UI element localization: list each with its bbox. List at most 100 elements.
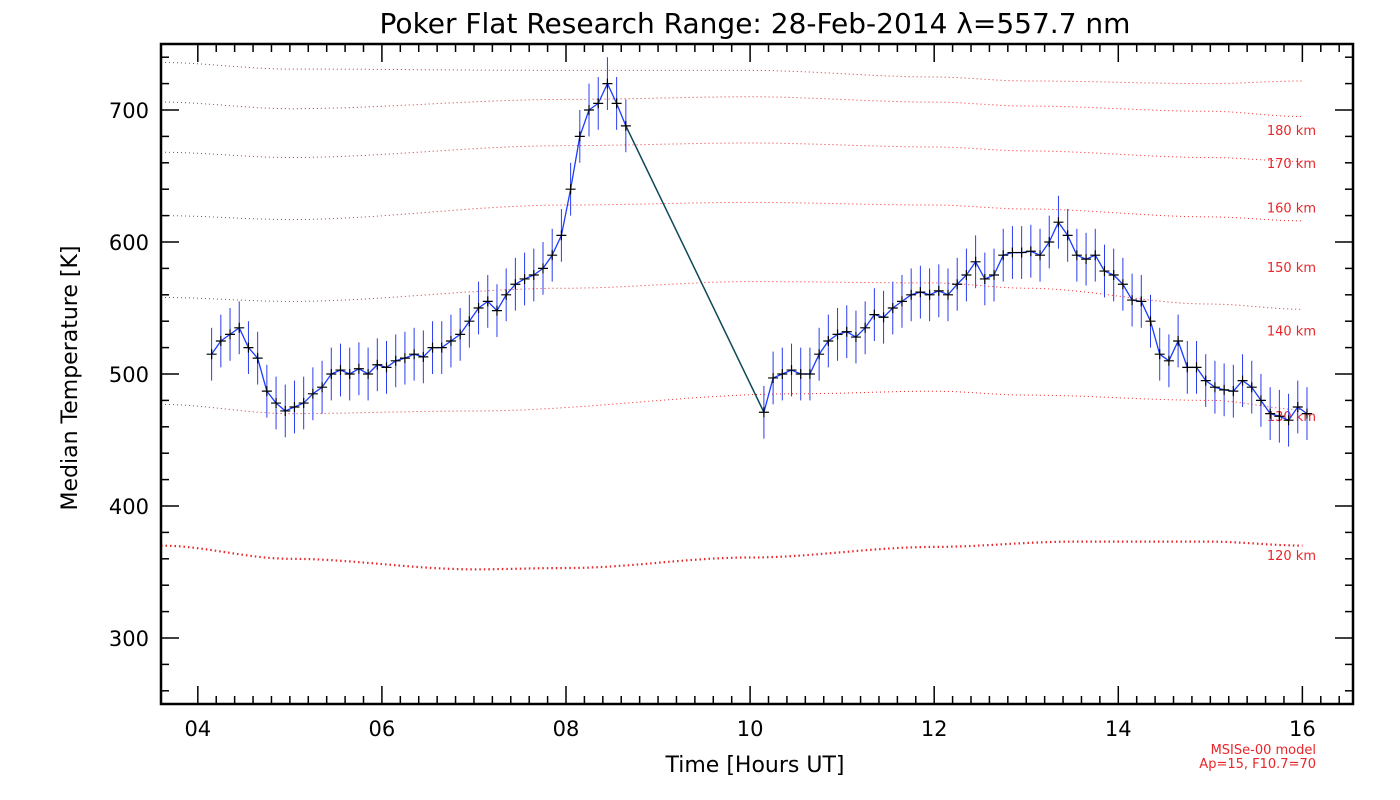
- series-segment: [386, 360, 397, 368]
- model-label-120-km: 120 km: [1267, 549, 1316, 564]
- series-segment: [1104, 270, 1114, 276]
- data-point: [998, 250, 1009, 261]
- data-point: [1163, 355, 1174, 366]
- data-point: [832, 329, 843, 340]
- x-tick-label: 10: [737, 717, 764, 741]
- data-point: [841, 326, 852, 337]
- series-segment: [984, 274, 995, 280]
- series-segment: [1177, 340, 1188, 368]
- data-point: [280, 405, 291, 416]
- chart-title: Poker Flat Research Range: 28-Feb-2014 λ…: [380, 7, 1131, 40]
- data-point: [206, 349, 217, 360]
- data-point: [1025, 246, 1036, 257]
- data-point: [381, 362, 392, 373]
- x-tick-label: 14: [1105, 717, 1132, 741]
- data-point: [1090, 250, 1101, 261]
- data-point: [804, 369, 815, 379]
- series-segment: [625, 125, 765, 413]
- series-segment: [524, 274, 535, 280]
- series-segment: [1195, 367, 1207, 381]
- data-point: [1081, 254, 1092, 265]
- model-curve-160-km: [160, 142, 1303, 162]
- series-segment: [542, 254, 553, 269]
- model-curve-170-km: [161, 96, 1303, 118]
- series-segment: [1279, 415, 1289, 421]
- data-point: [1071, 250, 1082, 261]
- data-point: [1191, 362, 1202, 373]
- series-segment: [616, 103, 627, 127]
- data-point: [537, 263, 548, 274]
- series-segment: [1085, 254, 1096, 260]
- series-segment: [1205, 380, 1216, 388]
- series-segment: [1297, 406, 1308, 415]
- series-segment: [211, 340, 222, 355]
- model-label-140-km: 140 km: [1267, 324, 1316, 339]
- data-point: [795, 369, 806, 379]
- model-curve-130-km: [161, 390, 1303, 415]
- y-tick-label: 600: [109, 231, 149, 255]
- data-point: [814, 349, 825, 360]
- y-tick-label: 700: [109, 99, 149, 123]
- data-point: [620, 120, 631, 131]
- series-segment: [340, 369, 350, 375]
- data-point: [915, 287, 926, 298]
- series-segment: [560, 189, 572, 236]
- temperature-series: [206, 57, 1312, 447]
- data-point: [298, 398, 309, 409]
- data-point: [1062, 230, 1073, 241]
- data-point: [528, 270, 539, 280]
- data-point: [961, 270, 972, 280]
- series-segment: [938, 290, 949, 296]
- data-point: [989, 270, 1000, 280]
- data-point: [1274, 411, 1285, 422]
- data-point: [1265, 408, 1276, 419]
- data-point: [1145, 316, 1156, 327]
- data-point: [427, 342, 438, 353]
- series-segment: [1067, 235, 1078, 256]
- series-segment: [864, 314, 875, 329]
- data-point: [1136, 296, 1147, 307]
- series-segment: [1149, 321, 1161, 355]
- series-segment: [247, 347, 259, 359]
- data-point: [344, 369, 355, 379]
- data-point: [768, 372, 779, 383]
- data-point: [519, 273, 530, 284]
- series-segment: [238, 327, 250, 348]
- series-segment: [312, 386, 323, 395]
- y-tick-label: 400: [109, 495, 149, 519]
- data-point: [952, 279, 963, 290]
- data-point: [243, 342, 254, 353]
- series-segment: [220, 333, 231, 342]
- data-point: [878, 312, 889, 323]
- series-segment: [257, 357, 268, 392]
- data-point: [1301, 408, 1312, 419]
- data-point: [786, 365, 797, 376]
- series-segment: [367, 364, 378, 375]
- series-segment: [1039, 241, 1050, 256]
- series-segment: [809, 353, 820, 375]
- data-point: [1053, 217, 1064, 228]
- data-point: [1246, 382, 1257, 393]
- model-curve-150-km: [161, 201, 1303, 222]
- data-point: [896, 296, 907, 307]
- series-segment: [533, 267, 544, 276]
- data-point: [1200, 375, 1211, 386]
- data-point: [1044, 237, 1055, 247]
- series-segment: [1113, 274, 1124, 285]
- data-point: [215, 336, 226, 346]
- data-point: [482, 296, 493, 307]
- series-segment: [1168, 340, 1179, 362]
- series-segment: [1159, 353, 1170, 362]
- series-segment: [782, 369, 792, 375]
- data-point: [399, 353, 410, 364]
- series-segment: [1057, 221, 1069, 236]
- data-point: [602, 78, 613, 89]
- model-label-170-km: 170 km: [1267, 157, 1316, 172]
- data-point: [326, 369, 337, 379]
- data-point: [933, 285, 944, 296]
- x-axis: 04 06 08 10 12 14 16: [184, 44, 1340, 741]
- model-curves: [160, 62, 1303, 571]
- x-tick-label: 16: [1289, 717, 1316, 741]
- series-segment: [1288, 406, 1299, 421]
- data-point: [850, 332, 861, 343]
